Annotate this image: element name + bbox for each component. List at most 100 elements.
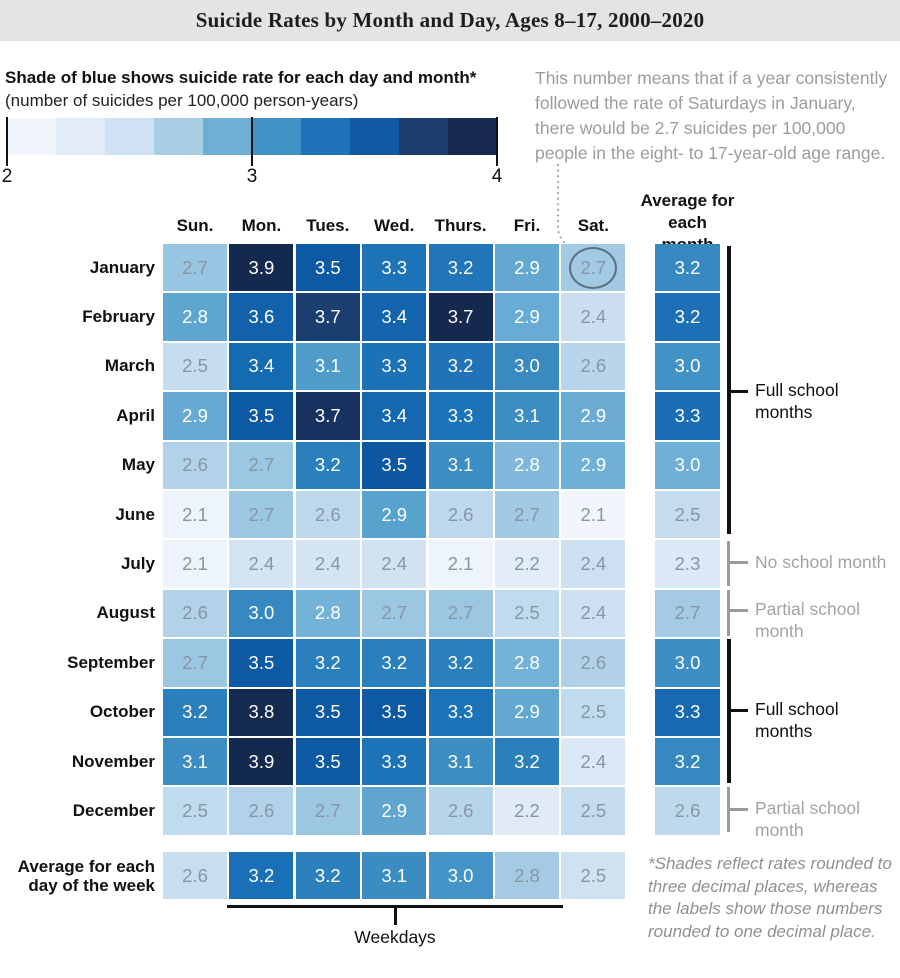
heatmap-cell: 3.1 (428, 441, 493, 489)
legend-swatch (56, 118, 105, 155)
legend-tick (496, 117, 498, 166)
heatmap-cell: 3.5 (295, 244, 360, 292)
heatmap-cell: 2.6 (163, 589, 227, 638)
heatmap-cell: 3.7 (428, 293, 493, 341)
heatmap-cell: 3.1 (494, 392, 559, 440)
heatmap-cell: 3.2 (163, 688, 227, 736)
heatmap-cell: 2.7 (229, 490, 294, 539)
heatmap-cell: 3.3 (362, 342, 427, 391)
heatmap-cell: 2.2 (494, 787, 559, 835)
heatmap-cell: 2.9 (561, 441, 626, 489)
legend-swatch (203, 118, 252, 155)
heatmap-cell: 2.7 (428, 589, 493, 638)
heatmap-cell: 2.1 (163, 540, 227, 588)
heatmap-cell: 3.3 (362, 737, 427, 786)
heatmap-cell: 3.4 (362, 293, 427, 341)
heatmap-cell: 2.2 (494, 540, 559, 588)
month-label: January (89, 257, 155, 277)
heatmap-cell: 3.2 (229, 852, 294, 900)
heatmap-cell: 3.6 (229, 293, 294, 341)
callout-text: This number means that if a year consist… (535, 68, 888, 163)
legend-swatch (7, 118, 56, 155)
heatmap-avg-column: 3.2 3.2 3.0 3.3 3.0 2.5 2.3 2.7 3.0 3.3 3.2 2.6 (655, 244, 720, 835)
heatmap-cell: 2.1 (561, 490, 626, 539)
heatmap-cell: 2.1 (163, 490, 227, 539)
heatmap-cell: 2.6 (229, 787, 294, 835)
heatmap-cell: 2.6 (428, 490, 493, 539)
heatmap-cell: 2.8 (494, 639, 559, 687)
heatmap-cell: 2.9 (494, 244, 559, 292)
heatmap-cell: 3.0 (494, 342, 559, 391)
heatmap-cell: 2.9 (494, 293, 559, 341)
month-label: March (104, 356, 155, 376)
heatmap-cell: 2.8 (494, 852, 559, 900)
school-bracket-tick (727, 709, 748, 712)
color-scale (7, 118, 497, 155)
legend-heading: Shade of blue shows suicide rate for eac… (5, 68, 477, 87)
heatmap-cell: 2.7 (295, 787, 360, 835)
footnote: *Shades reflect rates rounded to three de… (648, 854, 892, 941)
heatmap-cell: 3.3 (655, 688, 720, 736)
heatmap-cell: 2.8 (295, 589, 360, 638)
heatmap-cell: 2.7 (494, 490, 559, 539)
heatmap-cell: 2.6 (163, 852, 227, 900)
school-bracket-label: No school month (755, 552, 887, 572)
heatmap-cell: 2.6 (561, 639, 626, 687)
legend-tick-label: 3 (246, 166, 258, 187)
heatmap-cell: 2.7 (655, 589, 720, 638)
heatmap-cell: 3.5 (229, 639, 294, 687)
heatmap-cell: 3.5 (362, 441, 427, 489)
heatmap-cell: 2.6 (295, 490, 360, 539)
heatmap-cell: 2.5 (655, 490, 720, 539)
heatmap-grid: 2.7 3.9 3.5 3.3 3.2 2.9 2.7 2.8 3.6 3.7 3.4 3.7 2.9 2… (163, 244, 626, 835)
heatmap-cell: 3.1 (163, 737, 227, 786)
school-bracket-label: Full school months (755, 380, 839, 422)
heatmap-cell: 3.1 (295, 342, 360, 391)
school-bracket-label: Partial school month (755, 798, 861, 840)
legend-swatch (399, 118, 448, 155)
day-header: Sun. (176, 216, 214, 235)
heatmap-cell: 3.2 (655, 293, 720, 341)
heatmap-cell: 3.2 (362, 639, 427, 687)
heatmap-cell: 2.5 (561, 852, 626, 900)
heatmap-cell: 3.7 (295, 392, 360, 440)
month-label: August (96, 603, 155, 623)
legend-subheading: (number of suicides per 100,000 person-y… (5, 91, 359, 110)
legend-tick (251, 117, 253, 166)
school-bracket-tick (727, 390, 748, 393)
heatmap-cell: 2.7 (362, 589, 427, 638)
day-header: Wed. (374, 216, 415, 235)
heatmap-cell: 3.2 (494, 737, 559, 786)
legend-swatch (105, 118, 154, 155)
heatmap-cell: 3.2 (295, 441, 360, 489)
title-bar: Suicide Rates by Month and Day, Ages 8–1… (0, 0, 900, 41)
heatmap-cell: 3.3 (428, 688, 493, 736)
heatmap-cell: 3.5 (362, 688, 427, 736)
legend-swatch (448, 118, 497, 155)
heatmap-cell: 2.6 (163, 441, 227, 489)
heatmap-cell: 3.9 (229, 737, 294, 786)
heatmap-cell: 3.0 (428, 852, 493, 900)
school-bracket-tick (727, 609, 748, 612)
heatmap-cell: 2.4 (229, 540, 294, 588)
school-bracket-bar (727, 541, 730, 586)
heatmap-cell: 2.4 (362, 540, 427, 588)
heatmap-cell: 3.0 (655, 441, 720, 489)
heatmap-cell: 3.3 (362, 244, 427, 292)
heatmap-cell: 2.6 (561, 342, 626, 391)
day-header: Mon. (241, 216, 282, 235)
heatmap-cell: 2.9 (163, 392, 227, 440)
month-label: October (89, 702, 155, 722)
weekdays-bracket-tick (394, 905, 397, 925)
month-label: December (72, 800, 155, 820)
heatmap-cell: 3.9 (229, 244, 294, 292)
heatmap-cell: 2.5 (561, 787, 626, 835)
heatmap-cell: 3.5 (229, 392, 294, 440)
heatmap-cell: 2.9 (494, 688, 559, 736)
day-header: Sat. (577, 216, 609, 235)
heatmap-cell: 3.0 (229, 589, 294, 638)
heatmap-cell: 2.4 (561, 589, 626, 638)
heatmap-cell: 2.4 (561, 540, 626, 588)
legend-swatch (350, 118, 399, 155)
heatmap-cell: 2.7 (561, 244, 626, 292)
